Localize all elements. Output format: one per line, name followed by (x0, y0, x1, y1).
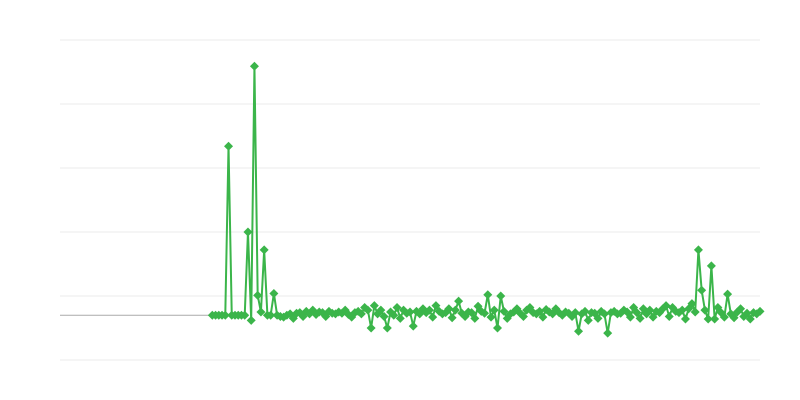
data-point-marker (256, 307, 266, 317)
data-point-marker (580, 306, 590, 316)
data-point-marker (593, 313, 603, 323)
data-point-marker (664, 311, 674, 321)
data-point-marker (454, 296, 464, 306)
data-point-marker (736, 304, 746, 314)
data-point-marker (496, 291, 506, 301)
data-point-marker (220, 310, 230, 320)
data-point-marker (486, 312, 496, 322)
data-point-marker (723, 289, 733, 299)
data-point-marker (243, 227, 253, 237)
data-point-marker (470, 313, 480, 323)
data-point-marker (719, 312, 729, 322)
data-point-marker (742, 308, 752, 318)
data-point-marker (269, 288, 279, 298)
data-point-marker (369, 301, 379, 311)
data-point-marker (253, 290, 263, 300)
data-point-marker (450, 305, 460, 315)
data-point-marker (483, 290, 493, 300)
data-point-marker (690, 307, 700, 317)
data-point-marker (518, 311, 528, 321)
data-point-marker (729, 313, 739, 323)
data-point-marker (583, 315, 593, 325)
data-point-marker (661, 301, 671, 311)
data-point-marker (356, 309, 366, 319)
data-point-marker (389, 310, 399, 320)
data-point-marker (703, 314, 713, 324)
data-point-marker (697, 285, 707, 295)
data-point-marker (625, 312, 635, 322)
data-point-marker (382, 323, 392, 333)
data-point-marker (755, 306, 765, 316)
gridlines (60, 39, 760, 361)
data-point-marker (240, 310, 250, 320)
data-point-marker (687, 299, 697, 309)
data-point-marker (648, 312, 658, 322)
data-point-marker (376, 305, 386, 315)
data-point-marker (480, 308, 490, 318)
data-point-marker (603, 328, 613, 338)
data-point-marker (635, 313, 645, 323)
data-point-marker (645, 305, 655, 315)
data-point-marker (408, 321, 418, 331)
data-point-marker (570, 308, 580, 318)
data-point-marker (395, 313, 405, 323)
data-point-marker (499, 306, 509, 316)
data-point-marker (574, 326, 584, 336)
data-point-marker (706, 261, 716, 271)
data-point-marker (366, 323, 376, 333)
data-point-marker (599, 309, 609, 319)
data-point-marker (489, 305, 499, 315)
data-point-marker (428, 312, 438, 322)
data-point-marker (431, 301, 441, 311)
data-point-marker (405, 307, 415, 317)
data-point-marker (424, 305, 434, 315)
data-point-marker (249, 61, 259, 71)
data-point-marker (467, 308, 477, 318)
data-point-marker (493, 323, 502, 333)
data-point-marker (538, 312, 548, 322)
data-point-marker (632, 308, 642, 318)
data-point-marker (447, 313, 457, 323)
data-point-marker (444, 304, 454, 314)
data-point-marker (700, 305, 710, 315)
data-point-marker (363, 305, 373, 315)
data-point-marker (693, 245, 703, 255)
data-point-marker (246, 315, 256, 325)
data-point-marker (677, 305, 687, 315)
data-point-marker (745, 314, 755, 324)
data-point-marker (379, 311, 389, 321)
data-point-marker (224, 141, 234, 151)
data-point-marker (266, 310, 276, 320)
series-markers (207, 61, 765, 338)
data-point-marker (259, 245, 269, 255)
data-point-marker (680, 314, 690, 324)
data-point-marker (535, 306, 545, 316)
data-point-marker (710, 314, 720, 324)
data-point-marker (392, 303, 402, 313)
